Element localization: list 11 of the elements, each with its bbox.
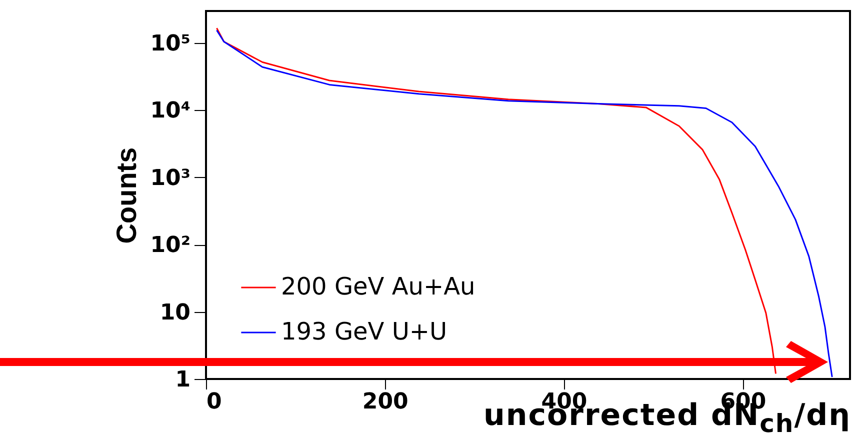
x-tick-label: 200 — [362, 390, 408, 414]
legend-label: 200 GeV Au+Au — [281, 272, 476, 300]
y-tick-label: 1 — [175, 368, 190, 392]
y-tick-label: 10⁴ — [150, 98, 190, 124]
y-tick-label: 10³ — [150, 166, 190, 191]
y-axis-title: Counts — [111, 147, 142, 244]
legend-label: 193 GeV U+U — [281, 318, 448, 346]
y-tick-label: 10² — [150, 233, 190, 258]
x-tick-label: 0 — [206, 390, 222, 414]
y-tick-label: 10 — [160, 300, 190, 326]
y-tick-label: 10⁵ — [150, 32, 190, 57]
